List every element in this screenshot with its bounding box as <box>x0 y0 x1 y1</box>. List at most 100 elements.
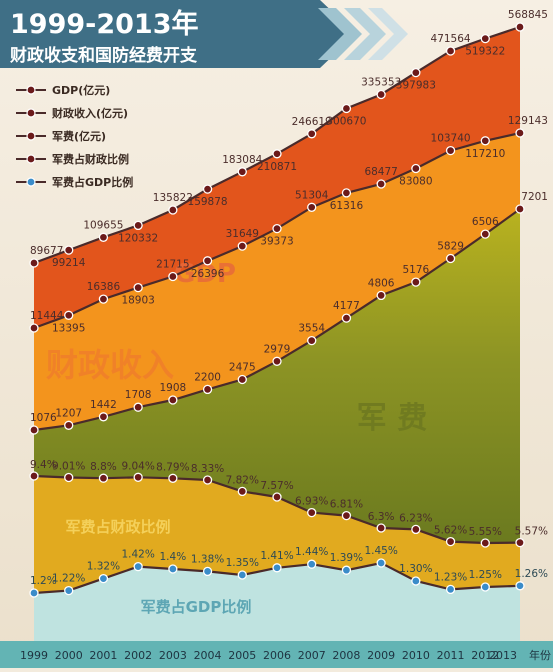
marker-gdp_ratio-2002 <box>133 561 143 572</box>
x-tick-2005: 2005 <box>228 649 256 662</box>
data-label-gdp_ratio-2003: 1.4% <box>160 551 187 563</box>
data-label-mil_ratio-2008: 6.81% <box>330 499 363 511</box>
data-label-gdp_ratio-2012: 1.25% <box>469 569 502 581</box>
data-label-mil_ratio-2012: 5.55% <box>469 526 502 538</box>
marker-mil_ratio-2002 <box>133 472 143 482</box>
marker-military-2007 <box>307 335 317 346</box>
marker-gdp_ratio-2000 <box>64 585 74 596</box>
marker-gdp_ratio-2007 <box>307 559 317 569</box>
data-label-gdp_ratio-2007: 1.44% <box>295 546 328 558</box>
data-label-military-2002: 1708 <box>125 389 152 401</box>
band-revenue <box>34 133 520 430</box>
x-tick-2002: 2002 <box>124 649 152 662</box>
data-label-military-2013: 7201 <box>521 191 548 203</box>
marker-revenue-2005 <box>237 241 247 251</box>
data-label-gdp_ratio-1999: 1.2% <box>30 575 57 587</box>
banner-chevron-1 <box>318 8 362 60</box>
x-tick-2003: 2003 <box>159 649 187 662</box>
data-label-revenue-2003: 21715 <box>156 259 189 271</box>
data-label-military-2001: 1442 <box>90 399 117 411</box>
title-banner: 1999-2013年 财政收支和国防经费开支 <box>0 0 408 68</box>
marker-gdp_ratio-1999 <box>29 588 39 598</box>
series-markers <box>29 22 525 598</box>
x-tick-2001: 2001 <box>89 649 117 662</box>
marker-military-2012 <box>480 229 490 239</box>
marker-military-2005 <box>237 374 247 385</box>
x-tick-2011: 2011 <box>437 649 465 662</box>
x-tick-2012: 2012 <box>471 649 499 662</box>
data-label-military-2006: 2979 <box>264 343 291 355</box>
marker-gdp-2008 <box>341 103 352 114</box>
marker-military-2011 <box>445 253 456 264</box>
marker-revenue-2012 <box>480 136 490 146</box>
data-label-gdp_ratio-2011: 1.23% <box>434 571 467 583</box>
data-label-military-2005: 2475 <box>229 362 256 374</box>
marker-gdp_ratio-2010 <box>411 576 421 586</box>
data-label-gdp-2002: 120332 <box>118 232 158 244</box>
data-label-military-2007: 3554 <box>298 323 325 335</box>
marker-gdp_ratio-2006 <box>272 563 282 573</box>
marker-gdp_ratio-2008 <box>341 565 352 575</box>
data-label-gdp_ratio-2005: 1.35% <box>226 557 259 569</box>
marker-revenue-2001 <box>98 294 109 304</box>
marker-military-2001 <box>98 412 109 422</box>
data-label-military-1999: 1076 <box>30 412 57 424</box>
marker-gdp-2002 <box>133 220 143 231</box>
band-gdp <box>34 27 520 328</box>
data-label-gdp-2003: 135822 <box>153 192 193 204</box>
legend-label-gdp_ratio: 军费占GDP比例 <box>52 175 133 189</box>
data-label-mil_ratio-2011: 5.62% <box>434 525 467 537</box>
marker-military-2008 <box>341 313 352 323</box>
marker-gdp_ratio-2001 <box>98 573 109 584</box>
marker-military-1999 <box>29 425 39 435</box>
banner-chevron-2 <box>344 8 386 60</box>
marker-revenue-2002 <box>133 282 143 293</box>
x-axis: 1999 2000 2001 2002 2003 2004 2005 2006 2007 2008… <box>0 641 553 668</box>
marker-mil_ratio-2003 <box>168 473 178 483</box>
banner-shape <box>0 0 356 68</box>
marker-mil_ratio-2001 <box>98 473 109 483</box>
data-label-revenue-2000: 13395 <box>52 322 85 334</box>
marker-gdp-2000 <box>64 245 74 255</box>
marker-mil_ratio-2012 <box>480 538 490 548</box>
data-label-mil_ratio-2007: 6.93% <box>295 496 328 508</box>
marker-gdp_ratio-2012 <box>480 582 490 592</box>
x-tick-2000: 2000 <box>55 649 83 662</box>
data-label-gdp-2006: 210871 <box>257 161 297 173</box>
data-label-revenue-2011: 103740 <box>431 133 471 145</box>
marker-revenue-2003 <box>168 271 178 282</box>
marker-mil_ratio-1999 <box>29 471 39 481</box>
legend-marker-gdp_ratio <box>26 177 36 187</box>
marker-revenue-2013 <box>515 128 525 138</box>
marker-gdp_ratio-2009 <box>376 558 386 568</box>
data-label-gdp-2001: 109655 <box>83 219 123 231</box>
data-label-mil_ratio-1999: 9.4% <box>30 459 57 471</box>
marker-gdp-2013 <box>515 22 525 32</box>
marker-military-2006 <box>272 356 282 366</box>
marker-mil_ratio-2005 <box>237 486 247 497</box>
marker-revenue-2007 <box>307 202 317 212</box>
legend-marker-military <box>26 131 36 141</box>
data-label-gdp-2000: 99214 <box>52 257 86 269</box>
x-axis-unit: 年份 <box>529 648 551 662</box>
data-label-mil_ratio-2003: 8.79% <box>156 461 189 473</box>
data-label-gdp_ratio-2006: 1.41% <box>260 550 293 562</box>
x-tick-2007: 2007 <box>298 649 326 662</box>
marker-gdp-2006 <box>272 149 282 159</box>
data-label-revenue-2007: 51304 <box>295 189 329 201</box>
data-label-gdp-2011: 471564 <box>431 33 471 45</box>
legend-label-revenue: 财政收入(亿元) <box>51 106 128 120</box>
data-label-revenue-2006: 39373 <box>260 236 293 248</box>
marker-mil_ratio-2009 <box>376 523 386 533</box>
marker-revenue-2006 <box>272 223 282 234</box>
legend-marker-gdp <box>26 85 36 95</box>
marker-mil_ratio-2007 <box>307 507 317 518</box>
data-label-military-2004: 2200 <box>194 371 221 383</box>
band-military-ratio <box>34 476 520 593</box>
data-label-gdp-2012: 519322 <box>465 46 505 58</box>
data-label-gdp-1999: 89677 <box>30 245 63 257</box>
marker-gdp-2010 <box>411 67 421 78</box>
marker-gdp-2011 <box>445 46 456 56</box>
marker-gdp_ratio-2004 <box>202 566 213 577</box>
data-label-revenue-2001: 16386 <box>87 281 121 293</box>
